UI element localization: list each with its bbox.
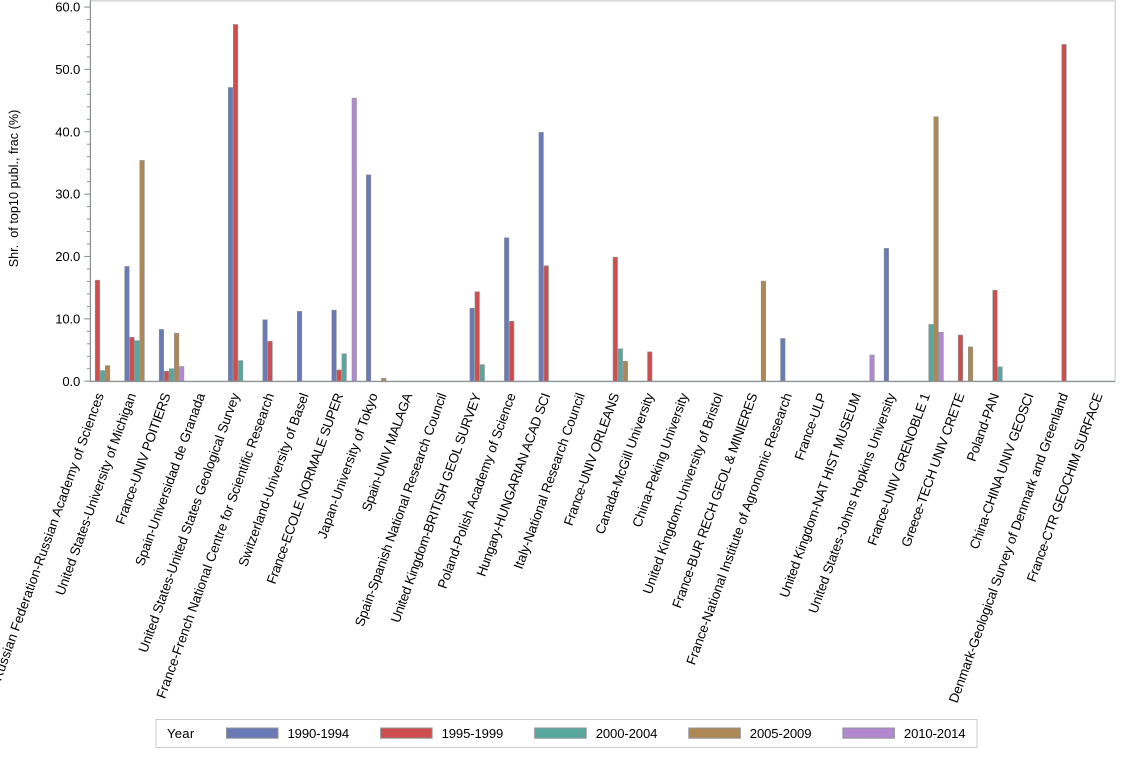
svg-text:50.0: 50.0 [55, 62, 80, 77]
svg-text:0.0: 0.0 [62, 374, 80, 389]
svg-text:1990-1994: 1990-1994 [288, 726, 350, 741]
svg-text:Year: Year [167, 726, 195, 741]
svg-text:2005-2009: 2005-2009 [750, 726, 812, 741]
svg-text:30.0: 30.0 [55, 187, 80, 202]
svg-text:20.0: 20.0 [55, 249, 80, 264]
svg-text:10.0: 10.0 [55, 311, 80, 326]
svg-text:Shr. of top10 publ., frac (%): Shr. of top10 publ., frac (%) [7, 110, 21, 268]
svg-text:60.0: 60.0 [55, 0, 80, 15]
svg-text:40.0: 40.0 [55, 124, 80, 139]
svg-text:2010-2014: 2010-2014 [904, 726, 966, 741]
svg-text:2000-2004: 2000-2004 [596, 726, 658, 741]
svg-text:1995-1999: 1995-1999 [442, 726, 504, 741]
